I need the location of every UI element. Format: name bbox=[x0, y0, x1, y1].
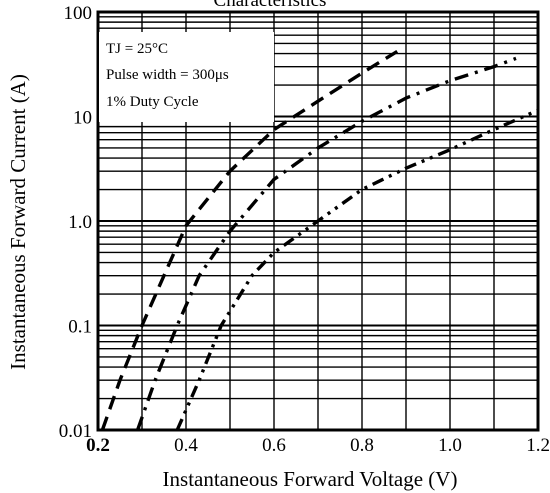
y-tick-labels: 0.01 0.1 1.0 10 100 bbox=[59, 3, 92, 442]
y-tick-label: 10 bbox=[73, 108, 92, 129]
x-tick-label: 0.4 bbox=[174, 435, 198, 456]
plot-frame bbox=[96, 10, 540, 432]
series-3-curve bbox=[175, 108, 539, 431]
series-2-curve bbox=[135, 56, 517, 431]
x-tick-label: 0.6 bbox=[262, 435, 286, 456]
y-tick-label: 100 bbox=[64, 3, 93, 24]
y-axis-label: Instantaneous Forward Current (A) bbox=[6, 74, 30, 370]
x-tick-labels: 0.2 0.4 0.6 0.8 1.0 1.2 bbox=[86, 435, 550, 456]
chart-title: Characteristics bbox=[214, 0, 327, 11]
annotation-duty-cycle: 1% Duty Cycle bbox=[106, 94, 199, 110]
conditions-box: TJ = 25°C Pulse width = 300μs 1% Duty Cy… bbox=[99, 32, 274, 122]
annotation-pulse-width: Pulse width = 300μs bbox=[106, 67, 229, 83]
series-1-curve bbox=[100, 49, 399, 431]
x-tick-label: 1.0 bbox=[438, 435, 462, 456]
curves bbox=[100, 49, 539, 431]
y-tick-label: 1.0 bbox=[68, 212, 92, 233]
x-tick-label: 0.8 bbox=[350, 435, 374, 456]
x-tick-label: 1.2 bbox=[526, 435, 550, 456]
x-axis-label: Instantaneous Forward Voltage (V) bbox=[163, 467, 458, 491]
y-tick-label: 0.1 bbox=[68, 317, 92, 338]
x-tick-label: 0.2 bbox=[86, 435, 110, 456]
conditions-box-background bbox=[99, 32, 274, 122]
annotation-temperature: TJ = 25°C bbox=[106, 41, 168, 57]
y-tick-label: 0.01 bbox=[59, 421, 92, 442]
